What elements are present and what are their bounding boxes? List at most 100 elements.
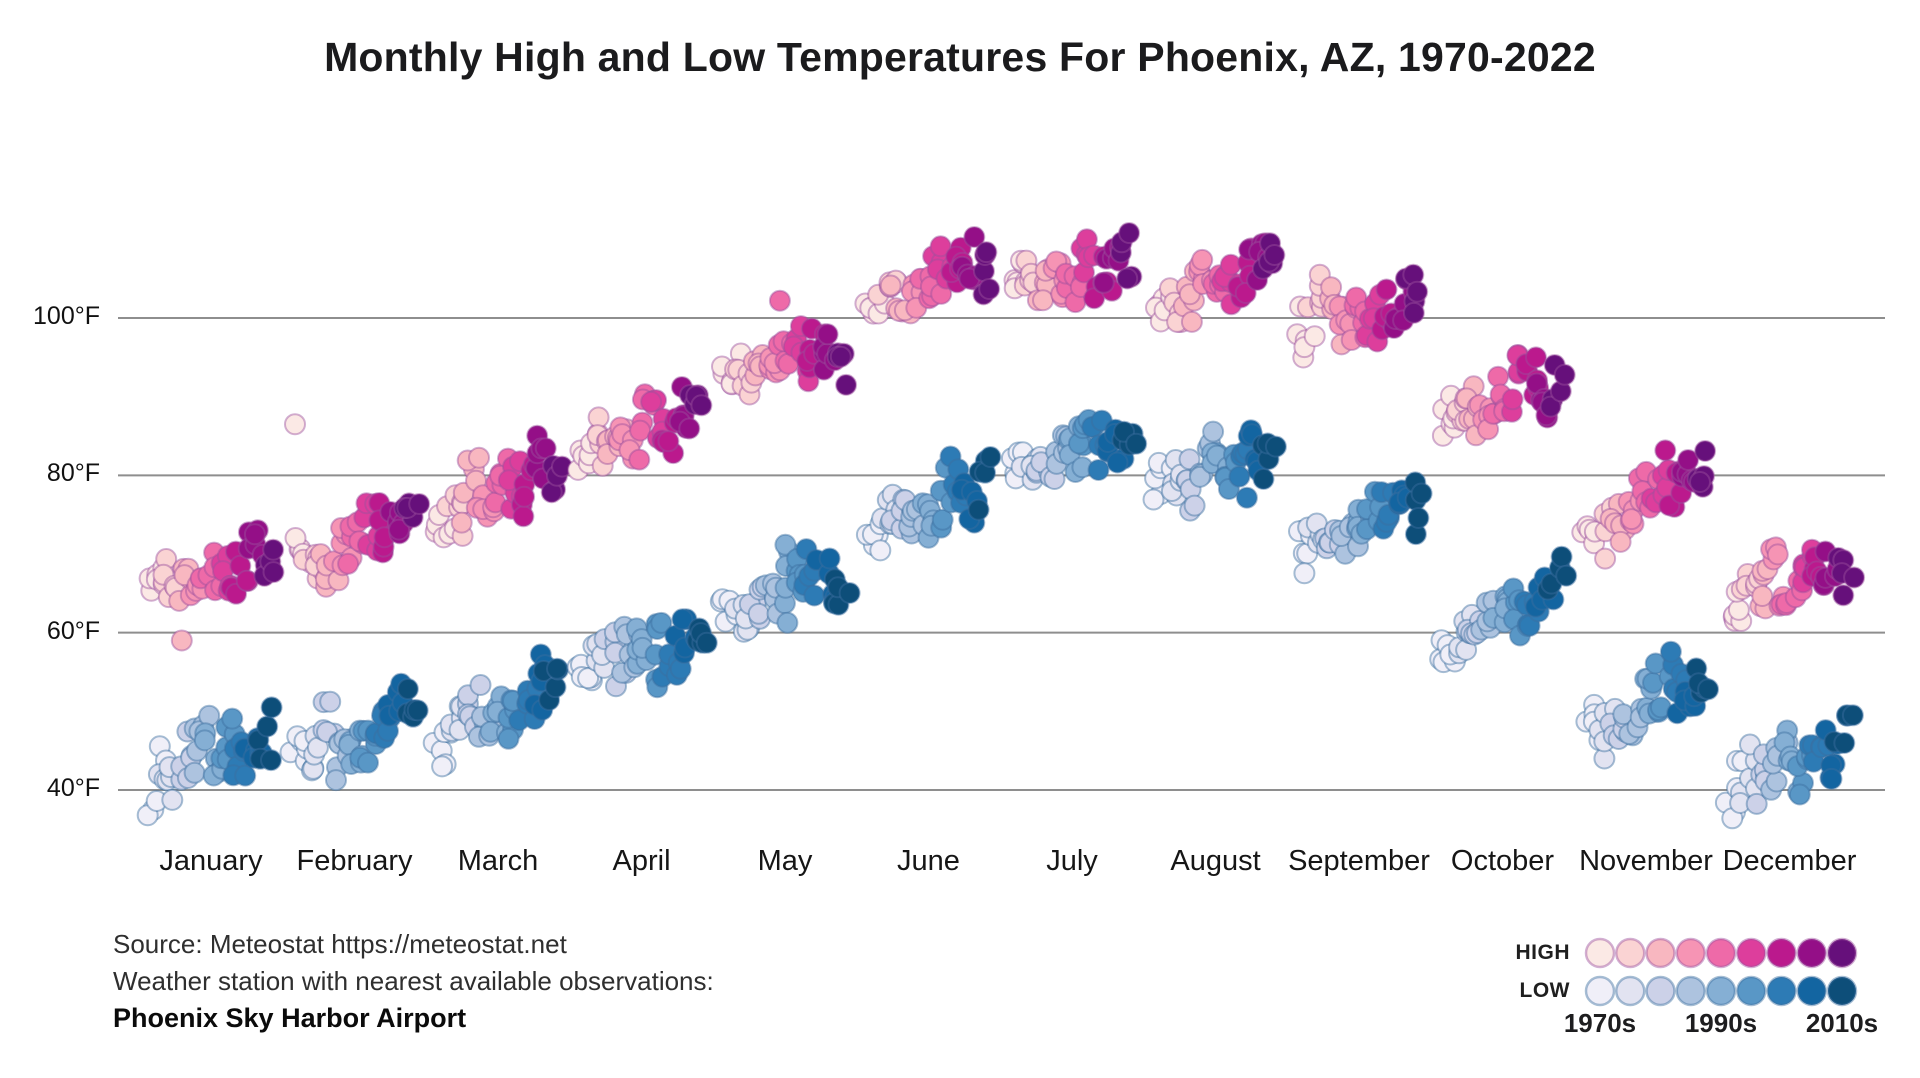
scatter-point-low <box>396 678 419 700</box>
scatter-point-high <box>1032 289 1054 312</box>
scatter-point-high <box>1832 584 1855 607</box>
legend-decade-label: 2010s <box>1805 1008 1879 1038</box>
scatter-point-low <box>1518 614 1541 637</box>
scatter-point-high <box>1191 248 1214 271</box>
scatter-point-high <box>337 552 360 575</box>
scatter-point-low <box>979 446 1002 468</box>
scatter-point-high <box>929 235 952 258</box>
x-axis-month-label: September <box>1288 845 1430 877</box>
scatter-point-low <box>1125 432 1148 455</box>
scatter-point-high <box>513 485 536 508</box>
scatter-point-high <box>1654 439 1677 462</box>
scatter-point-low <box>1252 468 1275 490</box>
scatter-point-high <box>512 505 535 528</box>
scatter-point-high <box>690 394 713 417</box>
scatter-point-low <box>1264 435 1287 458</box>
y-axis-tick-label: 100°F <box>33 302 100 330</box>
scatter-point-low <box>221 707 244 730</box>
scatter-point-low <box>1183 494 1206 517</box>
legend-swatch <box>1826 937 1858 969</box>
x-axis-month-label: October <box>1450 845 1555 877</box>
scatter-point-high <box>388 518 410 541</box>
scatter-point-low <box>183 761 206 784</box>
scatter-point-low <box>319 690 342 713</box>
scatter-point-low <box>546 657 568 680</box>
scatter-point-high <box>1843 566 1866 589</box>
scatter-point-high <box>1620 508 1643 531</box>
scatter-point-low <box>1407 507 1430 529</box>
scatter-point-high <box>963 226 986 248</box>
legend-swatch <box>1796 937 1827 969</box>
scatter-point-high <box>1689 471 1711 493</box>
scatter-point-high <box>1609 530 1632 553</box>
scatter-point-high <box>1118 222 1141 244</box>
scatter-point-low <box>577 667 600 690</box>
scatter-point-low <box>431 755 454 778</box>
legend-swatch <box>1705 937 1737 969</box>
scatter-point-high <box>1501 388 1524 411</box>
scatter-point-high <box>629 419 652 442</box>
scatter-point-high <box>1751 585 1774 607</box>
x-axis-month-label: April <box>612 845 671 877</box>
scatter-point-high <box>768 289 791 312</box>
scatter-point-low <box>869 539 892 562</box>
scatter-point-low <box>406 699 429 722</box>
scatter-point-low <box>818 547 841 570</box>
scatter-point-high <box>1525 346 1547 369</box>
scatter-point-high <box>450 511 473 534</box>
scatter-point-high <box>835 373 858 396</box>
scatter-point-low <box>1820 767 1843 790</box>
scatter-point-high <box>284 413 306 436</box>
scatter-point-low <box>1178 448 1201 471</box>
x-axis-month-label: November <box>1579 845 1713 877</box>
scatter-point-low <box>1765 770 1788 793</box>
source-note: Source: Meteostat https://meteostat.net … <box>113 926 714 1037</box>
scatter-point-high <box>262 561 285 584</box>
scatter-point-low <box>776 611 799 634</box>
scatter-point-high <box>1375 278 1398 301</box>
legend-swatch <box>1826 975 1858 1007</box>
legend-swatch <box>1615 937 1646 969</box>
y-axis-tick-label: 60°F <box>46 616 100 645</box>
legend-decade-label: 1970s <box>1563 1008 1637 1038</box>
legend-swatch <box>1796 975 1827 1007</box>
scatter-point-low <box>774 533 797 556</box>
legend-swatch <box>1736 937 1767 969</box>
scatter-point-low <box>497 727 520 750</box>
scatter-point-low <box>325 769 347 792</box>
scatter-point-high <box>975 241 998 264</box>
x-axis-month-label: June <box>897 845 960 877</box>
scatter-point-high <box>1234 282 1257 304</box>
scatter-point-high <box>243 523 266 546</box>
scatter-point-high <box>1116 267 1139 290</box>
gridlines <box>118 317 1885 791</box>
scatter-point-high <box>829 345 852 368</box>
legend-swatch <box>1615 975 1646 1007</box>
scatter-point-high <box>534 437 557 460</box>
scatter-point-high <box>1677 449 1700 471</box>
scatter-point-high <box>879 274 902 297</box>
x-axis-month-label: August <box>1170 845 1261 877</box>
scatter-point-low <box>1550 545 1573 568</box>
chart-title: Monthly High and Low Temperatures For Ph… <box>324 34 1596 80</box>
scatter-point-low <box>193 729 216 752</box>
legend-swatch <box>1766 937 1797 969</box>
scatter-point-low <box>1410 482 1433 505</box>
scatter-point-high <box>1092 271 1115 294</box>
scatter-point-high <box>678 417 701 440</box>
scatter-point-high <box>1303 325 1326 348</box>
legend-swatch <box>1766 975 1797 1007</box>
scatter-point-high <box>1594 547 1617 570</box>
legend-decade-label: 1990s <box>1684 1008 1758 1038</box>
scatter-point-low <box>161 788 184 811</box>
x-axis-month-label: December <box>1722 845 1857 877</box>
scatter-point-high <box>1487 365 1510 388</box>
legend-swatches <box>1584 937 1858 1007</box>
scatter-point-low <box>469 674 492 696</box>
scatter-point-low <box>1228 465 1251 488</box>
scatter-point-high <box>1553 363 1576 386</box>
station-name: Phoenix Sky Harbor Airport <box>113 1003 467 1033</box>
scatter-point-high <box>262 538 285 561</box>
scatter-point-low <box>1202 420 1225 443</box>
